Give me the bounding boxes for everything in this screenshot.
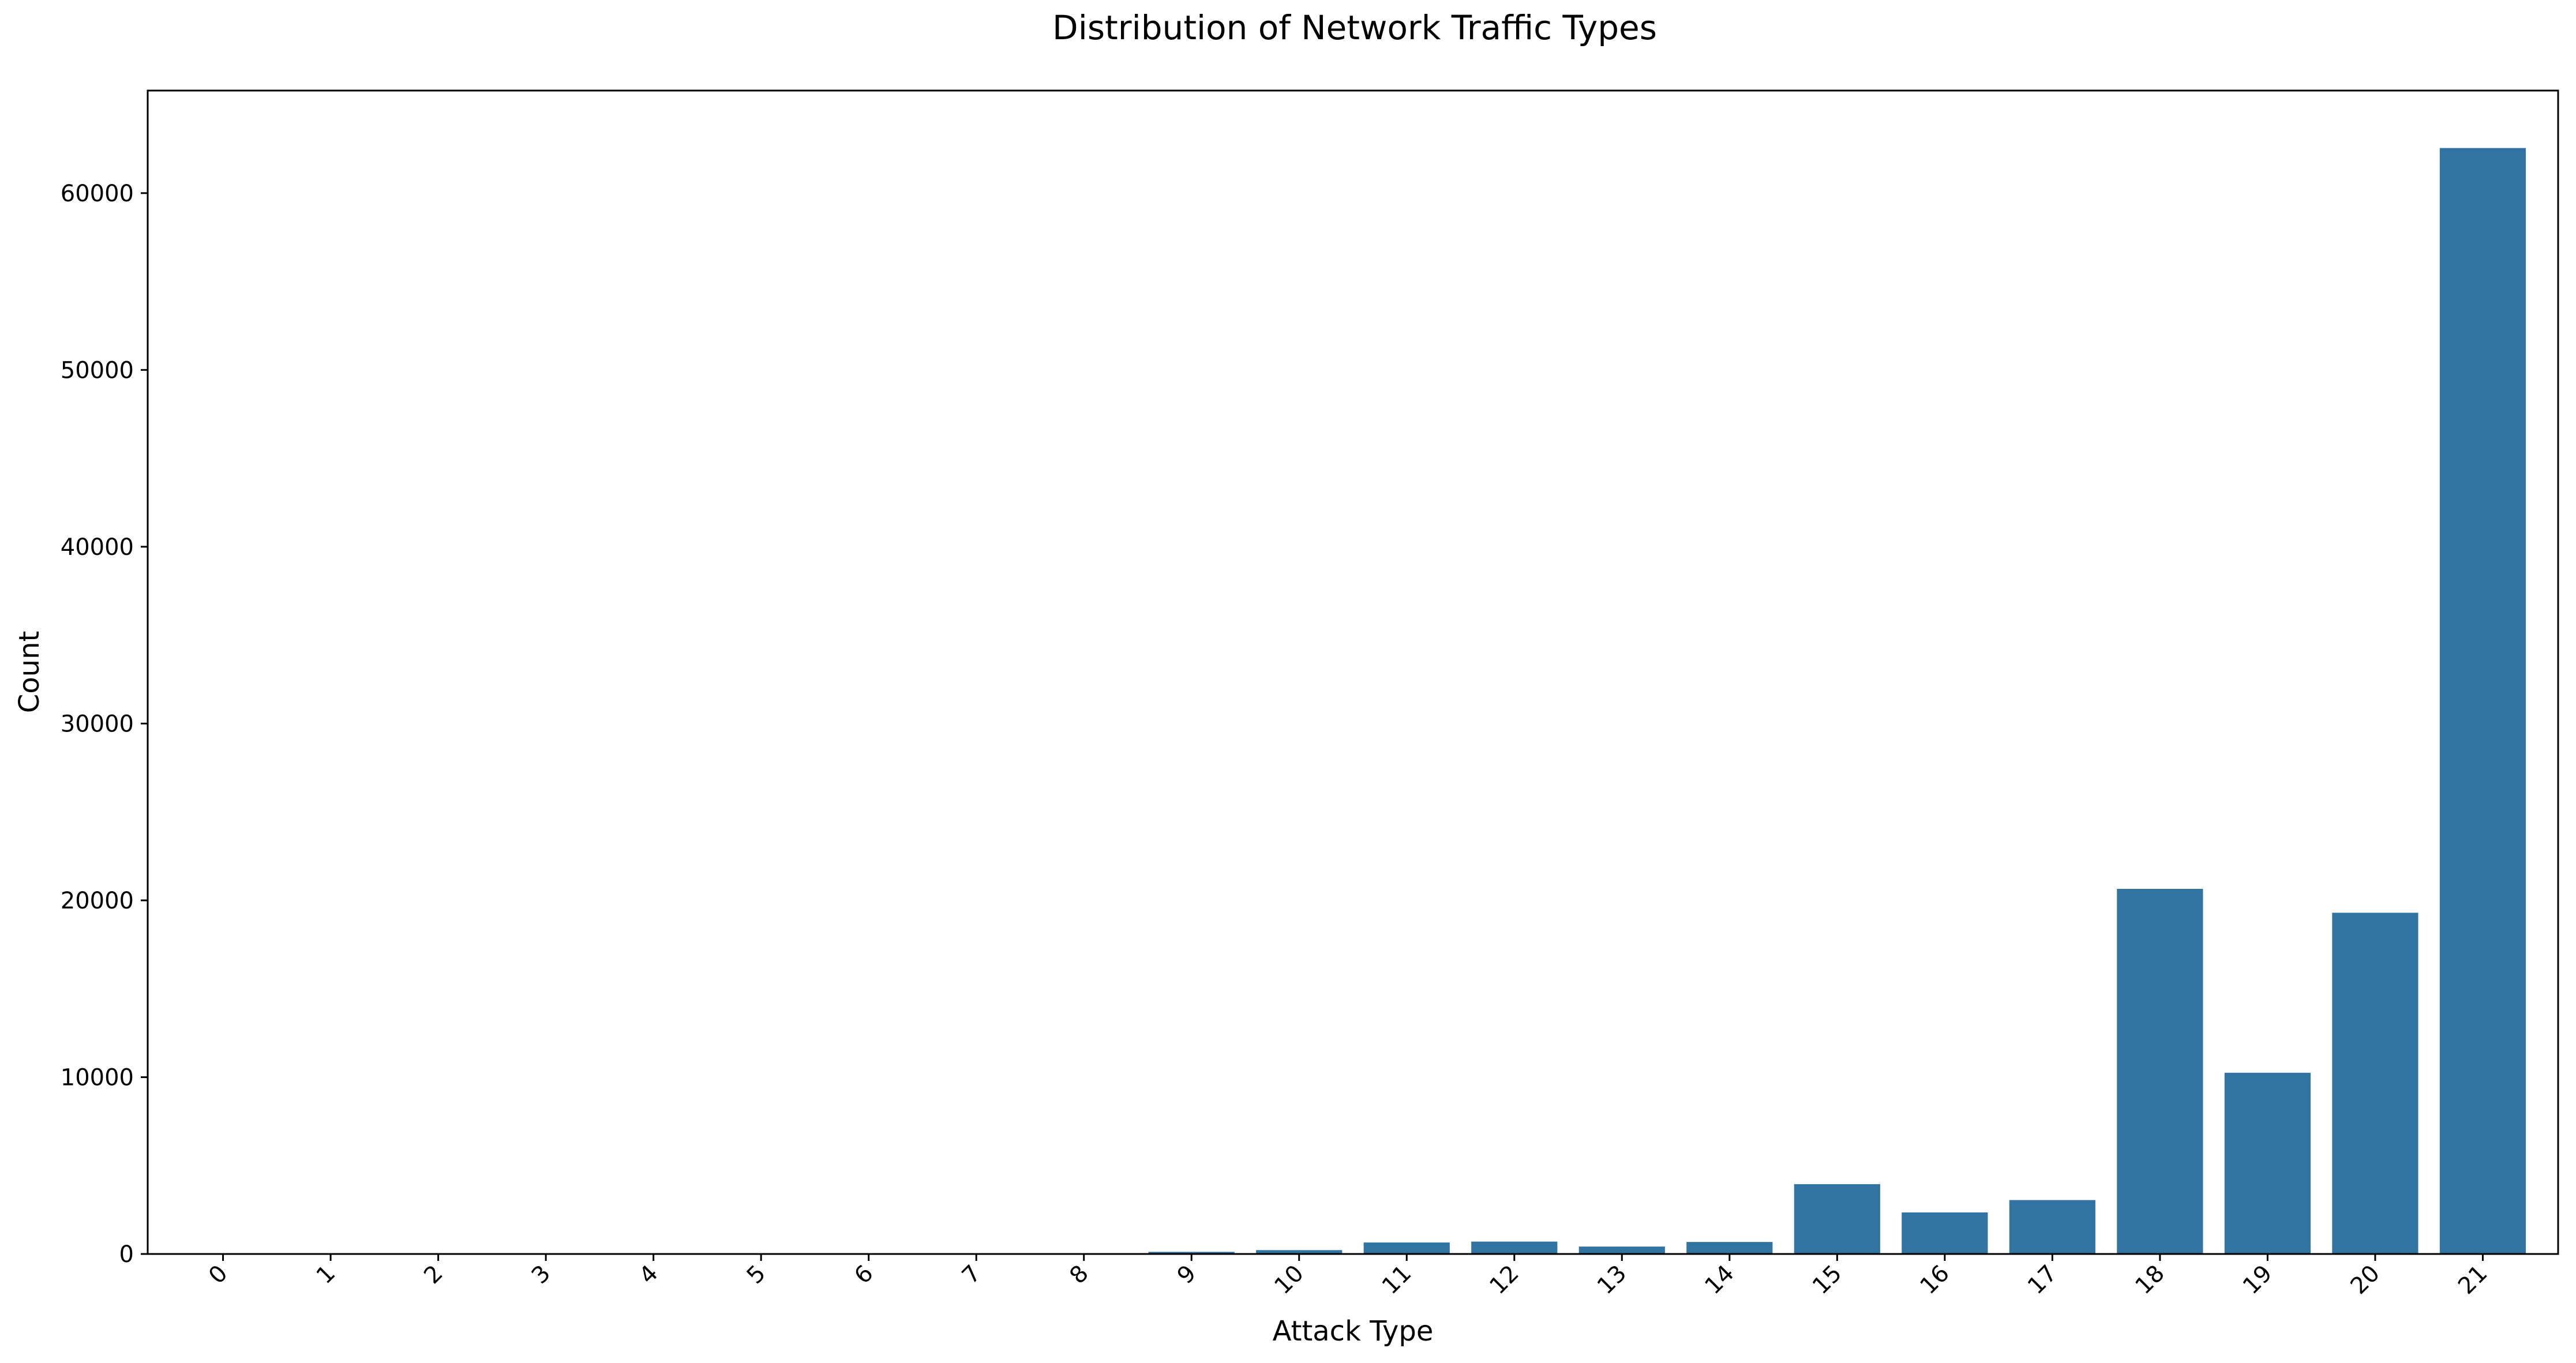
x-tick-label: 3 (527, 1260, 556, 1290)
x-tick-label: 10 (1269, 1260, 1309, 1300)
x-tick-label: 6 (849, 1260, 879, 1290)
bar-15 (1794, 1184, 1880, 1254)
plot-frame (147, 89, 2559, 1255)
bar-11 (1363, 1242, 1450, 1254)
x-tick-label: 11 (1377, 1260, 1417, 1300)
y-tick-label: 20000 (61, 888, 134, 914)
x-axis: 0 1 2 3 4 5 6 7 8 9 10 11 12 13 14 15 16 17 18 19 20 21 (204, 1254, 2493, 1300)
x-tick-label: 9 (1172, 1260, 1202, 1290)
x-tick-label: 5 (742, 1260, 771, 1290)
bar-9 (1148, 1252, 1235, 1254)
y-tick-label: 10000 (61, 1064, 134, 1091)
bar-14 (1686, 1242, 1773, 1254)
x-tick-label: 18 (2130, 1260, 2170, 1300)
x-tick-label: 20 (2345, 1260, 2385, 1300)
x-tick-label: 15 (1808, 1260, 1847, 1300)
x-tick-label: 19 (2238, 1260, 2278, 1300)
x-tick-label: 21 (2453, 1260, 2493, 1300)
y-axis-title: Count (13, 631, 46, 714)
bar-13 (1578, 1246, 1665, 1254)
x-tick-label: 1 (312, 1260, 341, 1290)
x-tick-label: 13 (1592, 1260, 1632, 1300)
bar-12 (1471, 1241, 1558, 1254)
bar-10 (1256, 1250, 1343, 1254)
y-axis: 0 10000 20000 30000 40000 50000 60000 (61, 181, 148, 1268)
x-tick-label: 0 (204, 1260, 233, 1290)
x-tick-label: 8 (1064, 1260, 1094, 1290)
x-tick-label: 7 (957, 1260, 987, 1290)
y-tick-label: 60000 (61, 181, 134, 207)
bar-18 (2117, 889, 2203, 1254)
x-tick-label: 14 (1700, 1260, 1739, 1300)
bar-17 (2009, 1200, 2095, 1254)
x-tick-label: 4 (634, 1260, 663, 1290)
bar-21 (2439, 148, 2526, 1254)
x-tick-label: 16 (1915, 1260, 1955, 1300)
chart-title: Distribution of Network Traffic Types (1052, 8, 1657, 47)
y-tick-label: 30000 (61, 711, 134, 737)
y-tick-label: 0 (119, 1241, 134, 1268)
y-tick-label: 50000 (61, 357, 134, 384)
bar-19 (2224, 1072, 2311, 1254)
bar-20 (2332, 913, 2418, 1254)
x-tick-label: 2 (419, 1260, 448, 1290)
bar-16 (1902, 1212, 1988, 1254)
x-axis-title: Attack Type (1273, 1315, 1434, 1347)
bars-layer (179, 148, 2526, 1254)
x-tick-label: 12 (1484, 1260, 1524, 1300)
x-tick-label: 17 (2023, 1260, 2063, 1300)
y-tick-label: 40000 (61, 534, 134, 561)
